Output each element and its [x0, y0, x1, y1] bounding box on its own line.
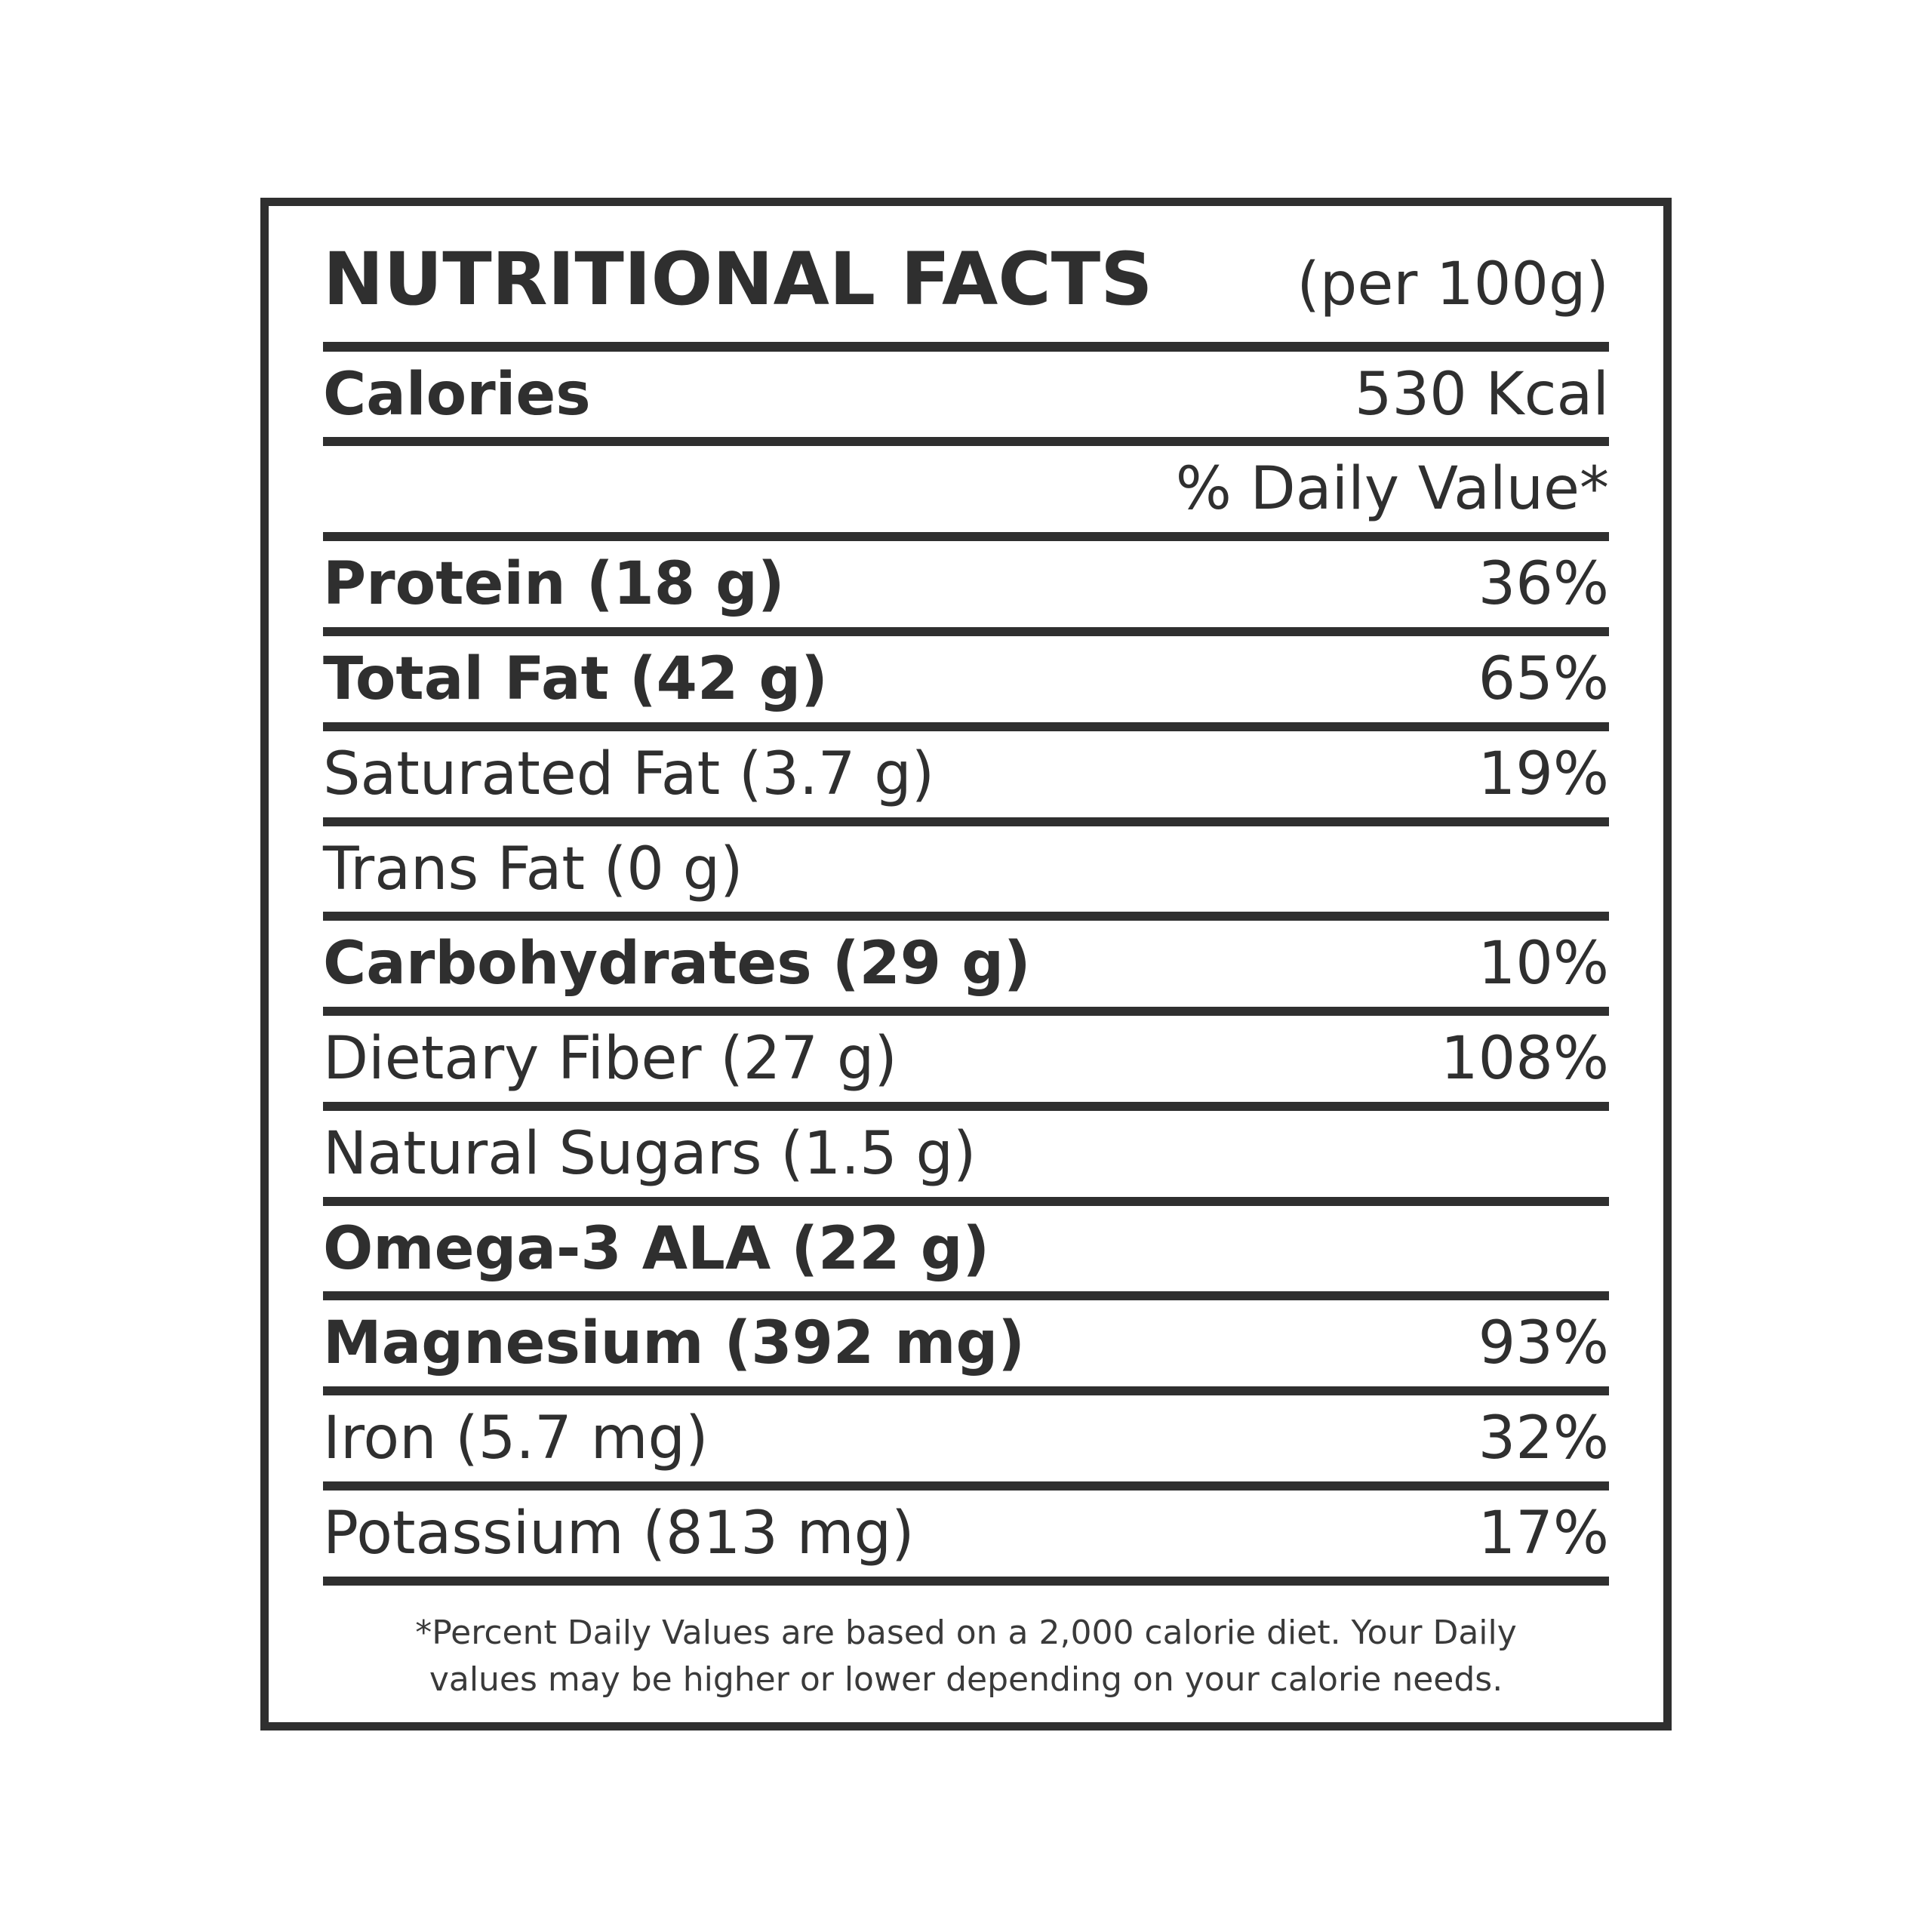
nutrient-name: Iron (5.7 mg): [323, 1404, 709, 1473]
nutrient-name: Potassium (813 mg): [323, 1500, 915, 1568]
nutrition-facts-label: NUTRITIONAL FACTS (per 100g) Calories 53…: [260, 198, 1672, 1730]
nutrient-daily-value: 17%: [1478, 1500, 1609, 1568]
nutrient-row: Protein (18 g) 36%: [323, 541, 1609, 636]
serving-size-note: (per 100g): [1297, 251, 1609, 318]
nutrient-rows-container: Protein (18 g) 36% Total Fat (42 g) 65% Satu…: [323, 541, 1609, 1586]
calories-value: 530 Kcal: [1354, 360, 1609, 429]
nutrient-name: Total Fat (42 g): [323, 645, 828, 713]
nutrient-row: Potassium (813 mg) 17%: [323, 1491, 1609, 1586]
nutrient-daily-value: 65%: [1478, 645, 1609, 713]
label-header-row: NUTRITIONAL FACTS (per 100g): [323, 206, 1609, 352]
nutrient-row: Dietary Fiber (27 g) 108%: [323, 1016, 1609, 1111]
nutrient-name: Carbohydrates (29 g): [323, 930, 1031, 998]
calories-row: Calories 530 Kcal: [323, 352, 1609, 447]
nutrient-name: Protein (18 g): [323, 550, 785, 619]
nutrient-row: Iron (5.7 mg) 32%: [323, 1395, 1609, 1491]
nutrient-name: Dietary Fiber (27 g): [323, 1025, 897, 1094]
nutrient-row: Magnesium (392 mg) 93%: [323, 1300, 1609, 1396]
nutrient-name: Omega-3 ALA (22 g): [323, 1214, 990, 1283]
nutrient-row: Carbohydrates (29 g) 10%: [323, 921, 1609, 1017]
nutrient-name: Saturated Fat (3.7 g): [323, 740, 935, 808]
nutrient-row: Trans Fat (0 g): [323, 826, 1609, 921]
nutrient-row: Saturated Fat (3.7 g) 19%: [323, 731, 1609, 826]
nutrient-row: Omega-3 ALA (22 g): [323, 1206, 1609, 1301]
daily-value-header: % Daily Value*: [1175, 455, 1609, 524]
nutrient-row: Natural Sugars (1.5 g): [323, 1111, 1609, 1206]
footnote: *Percent Daily Values are based on a 2,0…: [323, 1586, 1609, 1704]
calories-label: Calories: [323, 360, 591, 429]
footnote-line-2: values may be higher or lower depending …: [429, 1660, 1503, 1700]
nutrient-row: Total Fat (42 g) 65%: [323, 636, 1609, 731]
nutrient-daily-value: 108%: [1441, 1025, 1609, 1094]
nutrient-daily-value: 19%: [1478, 740, 1609, 808]
nutrient-daily-value: 32%: [1478, 1404, 1609, 1473]
nutrient-daily-value: 10%: [1478, 930, 1609, 998]
daily-value-header-row: % Daily Value*: [323, 446, 1609, 542]
nutrient-name: Trans Fat (0 g): [323, 835, 743, 903]
nutrient-daily-value: 93%: [1478, 1309, 1609, 1378]
label-title: NUTRITIONAL FACTS: [323, 237, 1153, 321]
nutrient-name: Magnesium (392 mg): [323, 1309, 1026, 1378]
nutrient-daily-value: 36%: [1478, 550, 1609, 619]
footnote-line-1: *Percent Daily Values are based on a 2,0…: [415, 1613, 1517, 1652]
nutrient-name: Natural Sugars (1.5 g): [323, 1119, 977, 1188]
